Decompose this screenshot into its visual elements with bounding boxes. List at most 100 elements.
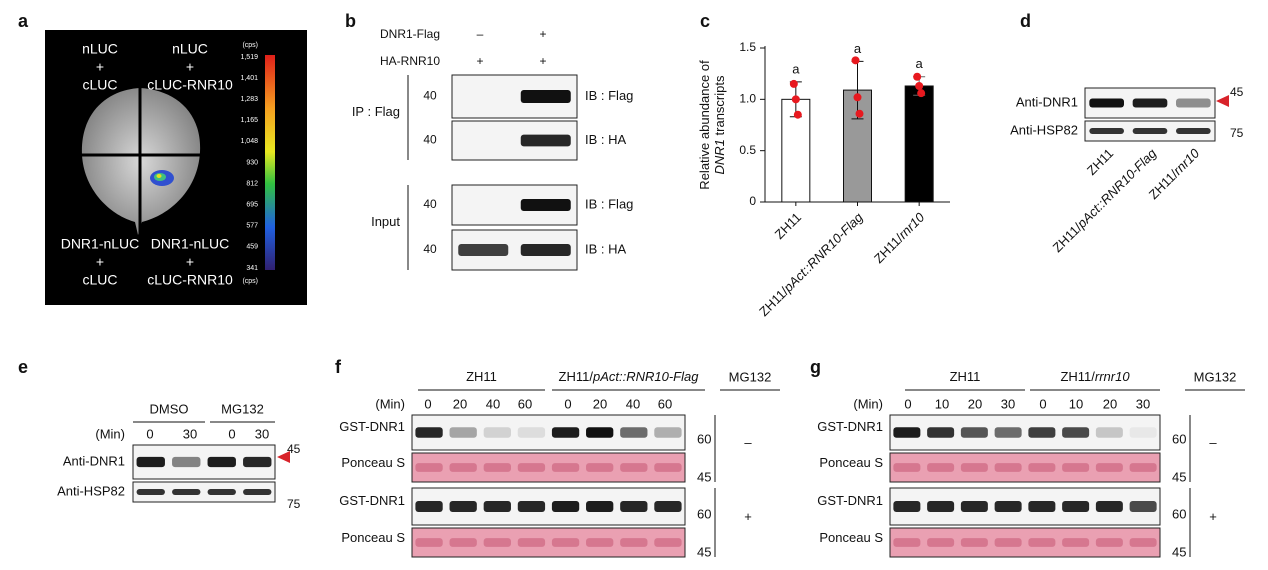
ponceau-band: [654, 538, 682, 547]
row-label: GST-DNR1: [339, 493, 405, 508]
time-label: 20: [453, 396, 467, 411]
mw-label: 60: [1172, 431, 1186, 446]
mw-label: 60: [1172, 506, 1186, 521]
row-label: Ponceau S: [341, 455, 405, 470]
blot-band: [893, 500, 921, 513]
ponceau-band: [893, 538, 921, 547]
blot-band: [654, 500, 682, 513]
group-label: ZH11/pAct::RNR10-Flag: [559, 369, 700, 384]
blot-band: [1129, 427, 1157, 438]
italic-part: rnr10: [1170, 145, 1203, 178]
row-label: Anti-DNR1: [1016, 94, 1078, 109]
blot-band: [1062, 500, 1090, 513]
treatment-mark: –: [1209, 435, 1217, 450]
row-label: GST-DNR1: [339, 419, 405, 434]
italic-part: pAct::RNR10-Flag: [1074, 145, 1160, 231]
colorbar-label: (cps): [242, 42, 258, 49]
treatment-label: MG132: [729, 369, 772, 384]
ponceau-band: [960, 538, 988, 547]
blot-band: [1176, 98, 1211, 108]
data-point: [851, 56, 860, 65]
mw-label: 45: [697, 544, 711, 559]
blot-band: [136, 456, 165, 468]
time-label: 30: [1001, 396, 1015, 411]
row-label: Anti-HSP82: [57, 483, 125, 498]
mw-label: 60: [697, 431, 711, 446]
ponceau-band: [483, 463, 511, 472]
group-label: ZH11/rrnr10: [1060, 369, 1130, 384]
colorbar-label: 1,283: [240, 96, 258, 103]
antibody-label: IB : Flag: [585, 196, 633, 211]
construct-label: nLUC: [82, 41, 118, 57]
ponceau-band: [586, 463, 614, 472]
treatment-mark: +: [539, 27, 546, 41]
blot-band: [517, 500, 546, 513]
ponceau-band: [1129, 463, 1157, 472]
blot-band: [620, 500, 648, 513]
significance-letter: a: [854, 41, 862, 56]
arrowhead: [277, 451, 290, 463]
construct-label: cLUC-RNR10: [147, 77, 233, 93]
y-tick-label: 0.5: [739, 143, 756, 157]
ponceau-band: [927, 538, 955, 547]
ponceau-band: [994, 463, 1022, 472]
panel-letter: g: [810, 357, 821, 377]
mw-label: 75: [1230, 126, 1244, 140]
blot-band: [520, 90, 571, 103]
y-tick-label: 0: [749, 194, 756, 208]
data-point: [791, 95, 800, 104]
y-tick-label: 1.5: [739, 40, 756, 54]
construct-label: cLUC: [82, 77, 117, 93]
panel-letter: c: [700, 11, 710, 31]
time-label: 40: [486, 396, 500, 411]
construct-label: DNR1-nLUC: [151, 236, 230, 252]
group-label: IP : Flag: [352, 104, 400, 119]
time-label: 30: [1136, 396, 1150, 411]
ponceau-band: [994, 538, 1022, 547]
time-label: 0: [146, 426, 153, 441]
blot-band: [1062, 427, 1090, 438]
ponceau-band: [517, 463, 546, 472]
colorbar-label: 577: [246, 223, 258, 230]
mw-label: 45: [697, 469, 711, 484]
blot-band: [1176, 128, 1211, 134]
italic-part: DNR1: [712, 139, 727, 174]
construct-label: +: [186, 59, 194, 75]
blot-band: [520, 134, 571, 147]
colorbar-label: 1,519: [240, 54, 258, 61]
construct-label: nLUC: [172, 41, 208, 57]
italic-part: rrnr10: [1095, 369, 1130, 384]
bar: [904, 85, 934, 203]
blot-band: [960, 427, 988, 438]
ponceau-band: [1095, 463, 1123, 472]
mw-label: 60: [697, 506, 711, 521]
mw-label: 40: [423, 133, 437, 147]
colorbar-label: 341: [246, 265, 258, 272]
time-label: 20: [593, 396, 607, 411]
blot-band: [927, 500, 955, 513]
construct-label: cLUC: [82, 272, 117, 288]
group-label: Input: [371, 214, 400, 229]
significance-letter: a: [916, 56, 924, 71]
time-label: (Min): [375, 396, 405, 411]
blot-band: [1132, 128, 1168, 134]
blot-band: [172, 456, 201, 468]
treatment-mark: +: [1209, 509, 1217, 524]
time-label: 20: [1103, 396, 1117, 411]
blot-band: [1095, 427, 1123, 438]
text-part: ZH11: [772, 210, 804, 242]
data-point: [789, 79, 798, 88]
group-label: ZH11: [950, 369, 981, 384]
blot-band: [483, 500, 511, 513]
group-label: MG132: [221, 401, 264, 416]
ponceau-band: [1028, 538, 1056, 547]
ponceau-band: [654, 463, 682, 472]
row-label: Ponceau S: [341, 530, 405, 545]
arrowhead: [1216, 95, 1229, 107]
time-label: 30: [255, 426, 269, 441]
blot-band: [415, 427, 443, 438]
ponceau-band: [1129, 538, 1157, 547]
panel-a-image: [45, 30, 307, 305]
treatment-mark: –: [744, 435, 752, 450]
time-label: (Min): [853, 396, 883, 411]
